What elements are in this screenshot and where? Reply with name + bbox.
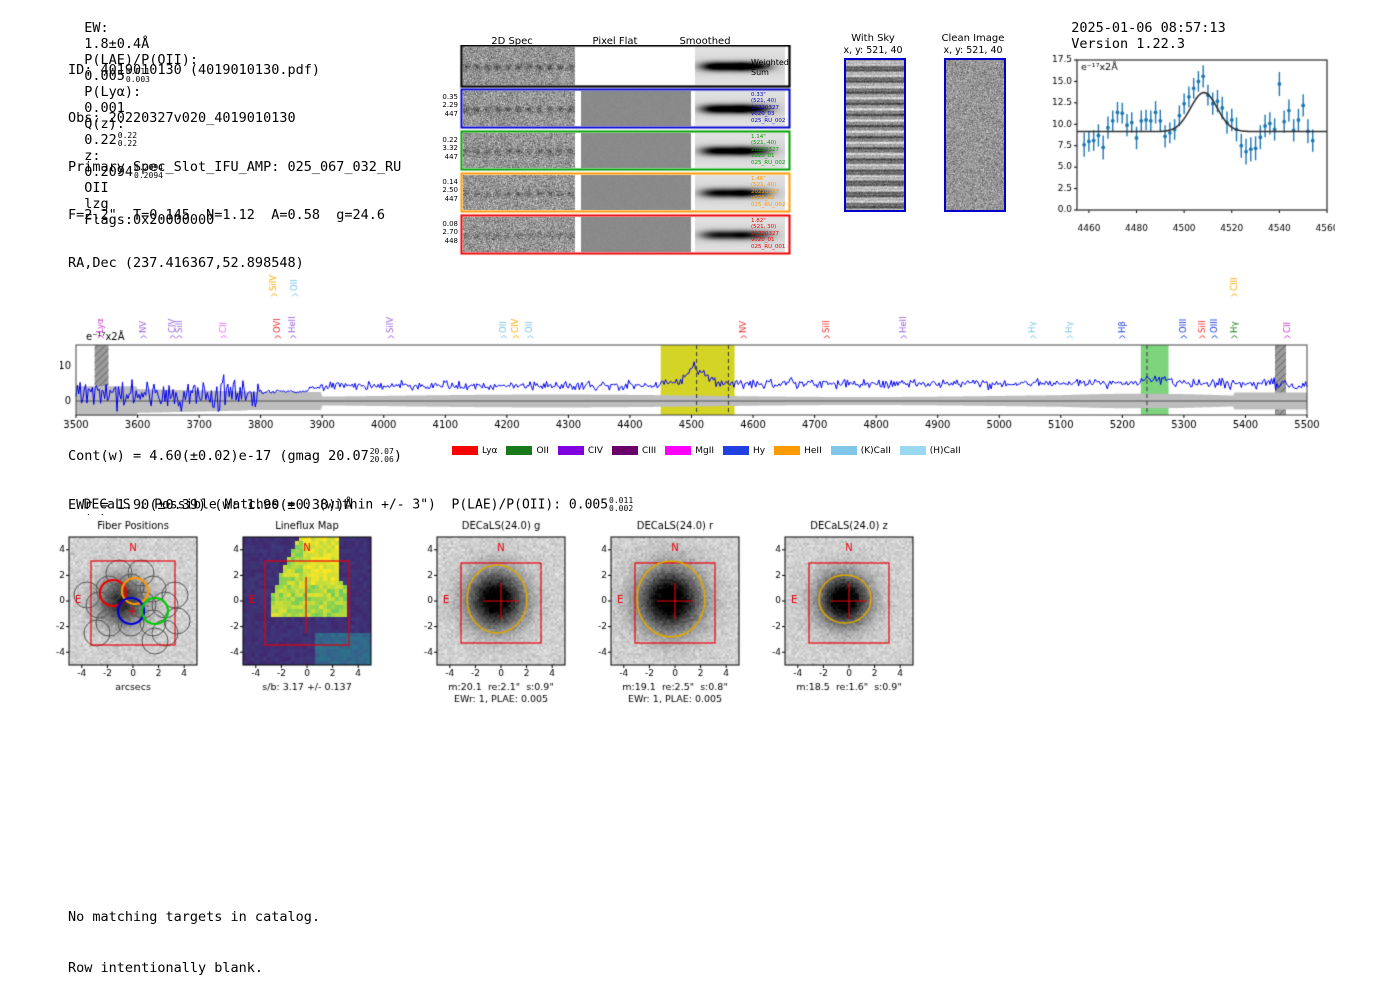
info-primary-spec: Primary Spec_Slot_IFU_AMP: 025_067_032_R… — [68, 158, 402, 175]
clean-image — [944, 58, 1006, 212]
legend-swatch — [506, 446, 533, 455]
line-fit-chart — [1025, 50, 1335, 250]
footer-note: No matching targets in catalog. Row inte… — [68, 875, 320, 994]
legend-swatch — [723, 446, 750, 455]
row-stats-1: 0.22 3.32 447 — [442, 136, 458, 161]
ew-label: EW: — [84, 20, 109, 36]
legend-swatch — [899, 446, 926, 455]
clean-sub: x, y: 521, 40 — [943, 45, 1003, 56]
legend-label: HeII — [804, 446, 822, 456]
row-meta-3: 1.82" (521, 30) 20220327 v020_01 025_RU_… — [751, 218, 786, 250]
full-spectrum-chart — [60, 270, 1390, 445]
info-cont-w: Cont(w) = 4.60(±0.02)e-17 (gmag 20.07 20.… — [68, 447, 402, 465]
ew-value: 1.8±0.4Å — [84, 36, 150, 52]
spec2d-image-stack — [425, 45, 845, 260]
legend-item-CIV: CIV — [557, 446, 603, 456]
legend-item-MgII: MgII — [665, 446, 714, 456]
qz-range: 0.22 0.22 — [117, 131, 138, 148]
z-species: OII — [84, 180, 109, 196]
col-title-smoothed: Smoothed — [679, 36, 731, 47]
plae-range: 0.011 0.003 — [125, 67, 150, 84]
withsky-title: With Sky — [851, 33, 895, 44]
col-title-pixelflat: Pixel Flat — [592, 36, 638, 47]
col-title-2dspec: 2D Spec — [491, 36, 533, 47]
qz-value: 0.22 — [84, 132, 117, 148]
row-meta-0: 0.33" (521, 40) 20220327 v020_03 025_RU_… — [751, 92, 786, 124]
plya-label: P(Lyα): — [84, 84, 142, 100]
row-stats-2: 0.14 2.50 447 — [442, 178, 458, 203]
legend-item-HeII: HeII — [774, 446, 822, 456]
legend-item-Hy: Hy — [723, 446, 765, 456]
row-meta-2: 1.46" (521, 40) 20220327 v020_02 025_RU_… — [751, 176, 786, 208]
legend-item-Lyα: Lyα — [452, 446, 497, 456]
legend-swatch — [665, 446, 692, 455]
legend-label: (K)CaII — [860, 446, 891, 456]
legend-item-OII: OII — [506, 446, 549, 456]
footer-line-2: Row intentionally blank. — [68, 960, 264, 976]
row-stats-3: 0.08 2.70 448 — [442, 220, 458, 245]
legend-label: Lyα — [482, 446, 498, 456]
info-ewr: EWr = 1.90(±0.39) (w: 1.90(±0.38))Å — [68, 496, 353, 513]
z-range: 0.2094 0.2094 — [134, 163, 163, 180]
cutout-panel-row — [55, 515, 1015, 735]
legend-swatch — [611, 446, 638, 455]
legend-swatch — [774, 446, 801, 455]
footer-line-1: No matching targets in catalog. — [68, 909, 320, 925]
info-radec: RA,Dec (237.416367,52.898548) — [68, 255, 304, 272]
legend-item-KCaII: (K)CaII — [830, 446, 891, 456]
z-value: 0.2094 — [84, 164, 134, 180]
plya-value: 0.001 — [84, 100, 125, 116]
info-obs: Obs: 20220327v020_4019010130 — [68, 110, 296, 127]
header-summary-line: EW: 1.8±0.4Å P(LAE)/P(OII): 0.005 0.011 0.… — [68, 4, 214, 228]
decals-plae-range: 0.011 0.002 — [609, 496, 634, 513]
legend-label: CIII — [641, 446, 657, 456]
legend-label: OII — [536, 446, 549, 456]
tag-label: lzg — [84, 196, 109, 212]
decals-header-text: DECaLS : Possible Matches = 0 (within +/… — [83, 497, 609, 513]
flags-label: Flags:0x20000000 — [84, 212, 215, 228]
legend-swatch — [557, 446, 584, 455]
plae-value: 0.005 — [84, 68, 125, 84]
spectrum-legend: Lyα OII CIV CIII MgII Hy HeII (K)CaII (H)CaII — [452, 446, 970, 456]
legend-label: MgII — [695, 446, 715, 456]
qz-label: Q(z): — [84, 116, 125, 132]
legend-label: Hy — [753, 446, 766, 456]
row-meta-1: 1.14" (521, 40) 20220327 v020_01 025_RU_… — [751, 134, 786, 166]
with-sky-image — [844, 58, 906, 212]
row-stats-0: 0.35 2.29 447 — [442, 93, 458, 118]
legend-label: CIV — [587, 446, 603, 456]
info-id: ID: 4019010130 (4019010130.pdf) — [68, 62, 320, 79]
legend-label: (H)CaII — [929, 446, 961, 456]
legend-item-CIII: CIII — [611, 446, 657, 456]
info-seeing: F=2.2" T=0.145 N=1.12 A=0.58 g=24.6 — [68, 207, 385, 224]
legend-swatch — [830, 446, 857, 455]
clean-title: Clean Image — [941, 33, 1005, 44]
withsky-sub: x, y: 521, 40 — [843, 45, 903, 56]
legend-item-HCaII: (H)CaII — [899, 446, 961, 456]
weighted-sum-label: Weighted Sum — [751, 58, 789, 77]
header-timestamp-version: 2025-01-06 08:57:13 Version 1.22.3 — [1055, 4, 1234, 52]
legend-swatch — [452, 446, 478, 455]
z-label: z: — [84, 148, 101, 164]
plae-label: P(LAE)/P(OII): — [84, 52, 199, 68]
version: Version 1.22.3 — [1071, 36, 1186, 52]
datetime: 2025-01-06 08:57:13 — [1071, 20, 1226, 36]
